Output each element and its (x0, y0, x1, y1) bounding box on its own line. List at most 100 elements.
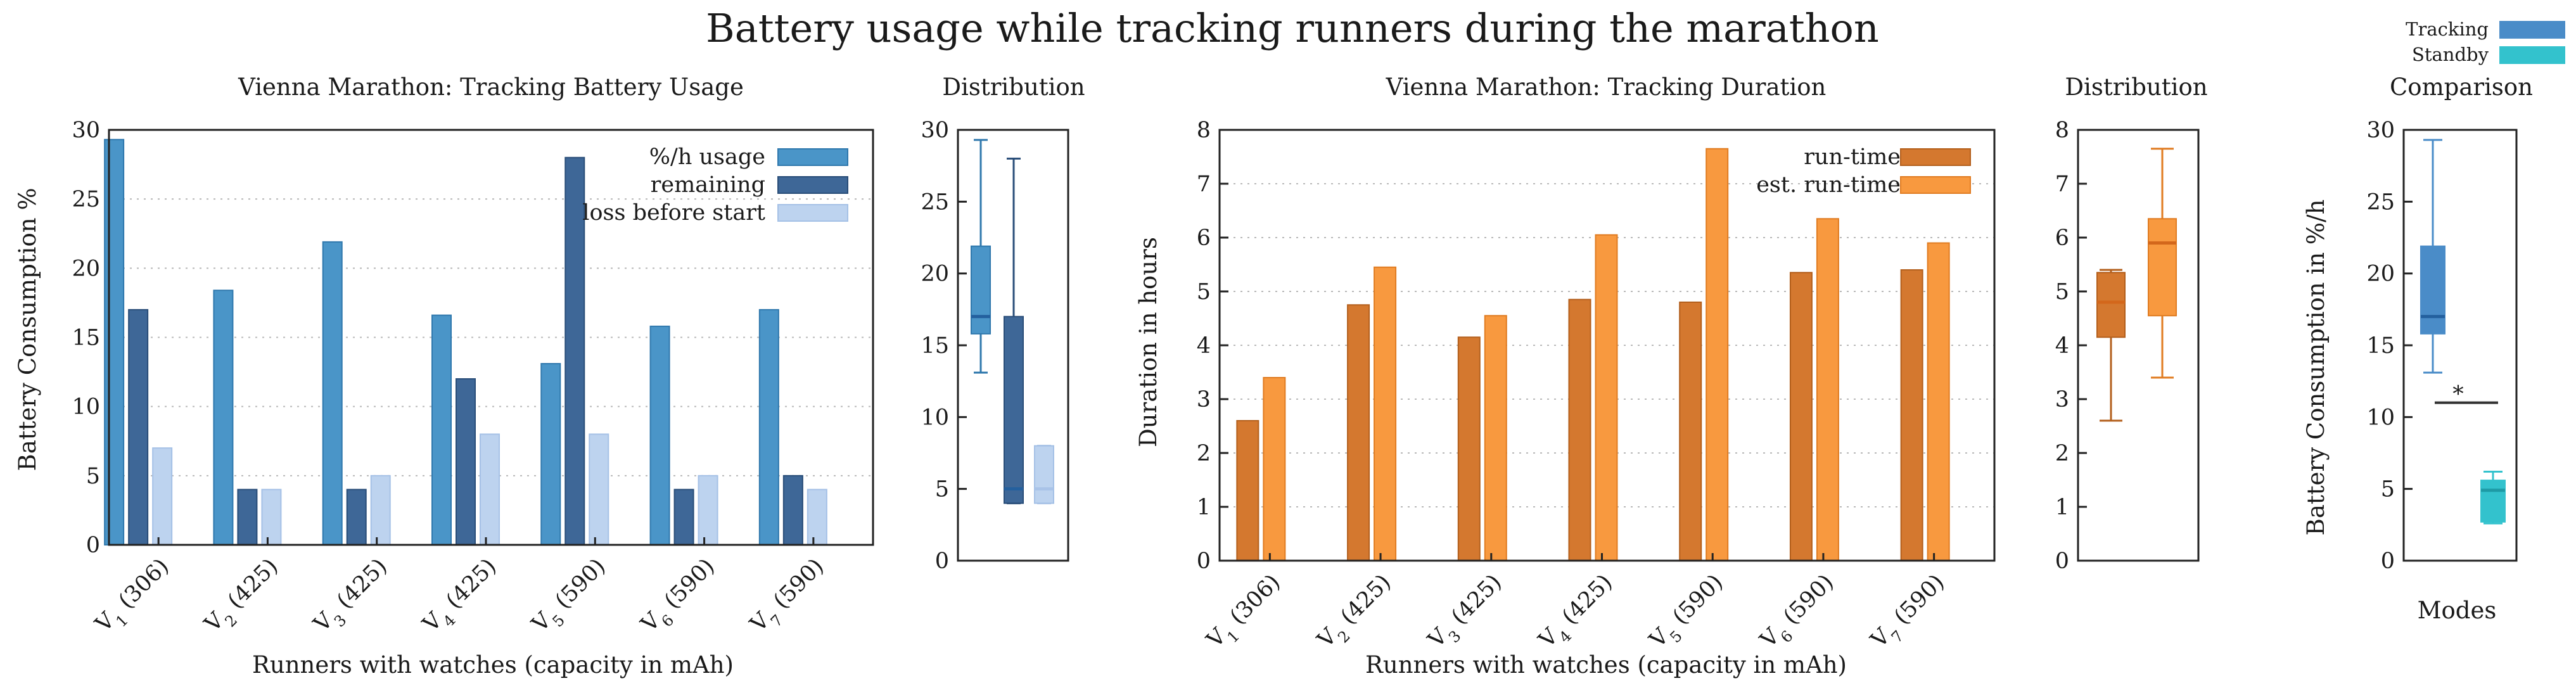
bar (564, 156, 585, 545)
y-tick-label: 5 (2381, 477, 2395, 502)
x-tick-label: V4 (425) (418, 554, 506, 642)
y-tick-label: 2 (2055, 441, 2069, 466)
duration-distribution-plot: 0 1 2 3 4 5 6 7 8 (2055, 118, 2200, 574)
battery-usage-title: Vienna Marathon: Tracking Battery Usage (238, 73, 744, 101)
bar (431, 314, 452, 545)
main-title: Battery usage while tracking runners dur… (706, 5, 1879, 51)
x-tick-label: V4 (425) (1534, 570, 1623, 658)
bar (480, 433, 500, 545)
y-tick-label: 0 (86, 533, 100, 558)
bar (456, 378, 476, 545)
x-tick-label: V3 (425) (309, 554, 397, 642)
y-tick-label: 10 (2366, 405, 2395, 430)
bar (540, 362, 561, 545)
significance-star: * (2452, 382, 2464, 407)
x-tick-label: V5 (590) (1644, 570, 1733, 658)
x-tick-label: V5 (590) (527, 554, 616, 642)
bar (673, 488, 694, 546)
bar (1568, 298, 1591, 561)
duration-panel: Vienna Marathon: Tracking Duration 0 1 2 3 4… (1135, 73, 1996, 679)
y-tick-label: 30 (921, 118, 949, 143)
y-tick-label: 0 (2381, 549, 2395, 574)
bar (1484, 315, 1507, 561)
x-tick-label: V6 (590) (636, 554, 725, 642)
bar (1347, 304, 1370, 561)
legend-swatch (777, 148, 848, 166)
y-tick-label: 5 (1197, 279, 1211, 305)
x-tick-label: V2 (425) (1312, 570, 1401, 658)
plot-frame (1218, 129, 1996, 562)
battery-distribution-plot: 0 5 10 15 20 25 30 (921, 118, 1069, 574)
box-body (2420, 245, 2445, 335)
y-tick-label: 4 (2055, 333, 2069, 359)
bar (104, 139, 125, 546)
y-tick-label: 25 (921, 189, 949, 215)
y-tick-label: 1 (2055, 495, 2069, 520)
legend-label: %/h usage (649, 144, 765, 170)
x-tick-label: V6 (590) (1755, 570, 1844, 658)
bar (128, 309, 149, 545)
duration-title: Vienna Marathon: Tracking Duration (1386, 73, 1827, 101)
battery-usage-ylabel: Battery Consumption % (14, 188, 41, 471)
x-tick-label: V3 (425) (1423, 570, 1512, 658)
bar (589, 433, 609, 545)
bar (1679, 302, 1702, 561)
box-body (2480, 480, 2506, 523)
bar (649, 326, 670, 545)
y-tick-label: 5 (86, 464, 100, 489)
legend-swatch (1900, 148, 1971, 166)
legend-label: Standby (2412, 44, 2489, 65)
bar (346, 488, 367, 546)
bar (1595, 234, 1618, 561)
y-tick-label: 20 (2366, 262, 2395, 287)
y-tick-label: 6 (1197, 226, 1211, 251)
duration-distribution-title: Distribution (2065, 73, 2207, 101)
x-tick-label: V1 (306) (1202, 570, 1291, 658)
y-tick-label: 1 (1197, 495, 1211, 520)
bar (1789, 272, 1813, 561)
bar (322, 241, 343, 545)
box-body (2096, 272, 2126, 338)
bar (1900, 269, 1923, 561)
x-tick-label: V2 (425) (200, 554, 288, 642)
battery-usage-panel: Vienna Marathon: Tracking Battery Usage … (14, 73, 874, 679)
duration-xlabel: Runners with watches (capacity in mAh) (1365, 651, 1847, 679)
bar (782, 475, 803, 545)
plot-frame (2402, 129, 2518, 562)
bar (213, 290, 234, 545)
bar (261, 488, 282, 546)
y-tick-label: 2 (1197, 441, 1211, 466)
bar (1927, 242, 1950, 561)
y-tick-label: 0 (935, 549, 949, 574)
x-tick-label: V7 (590) (745, 554, 834, 642)
battery-distribution-title: Distribution (942, 73, 1085, 101)
y-tick-label: 0 (2055, 549, 2069, 574)
y-tick-label: 30 (2366, 118, 2395, 143)
box-body (2148, 218, 2177, 317)
bar (1263, 377, 1286, 561)
comparison-xlabel: Modes (2418, 597, 2497, 624)
bar (807, 488, 827, 546)
bar (698, 475, 718, 545)
y-tick-label: 10 (921, 405, 949, 430)
y-tick-label: 4 (1197, 333, 1211, 359)
legend-label: Tracking (2406, 18, 2489, 40)
y-tick-label: 15 (921, 333, 949, 359)
y-tick-label: 10 (72, 395, 100, 420)
legend-swatch (1900, 176, 1971, 194)
x-tick-label: V1 (306) (90, 554, 179, 642)
legend-label: remaining (651, 172, 765, 198)
x-tick-label: V7 (590) (1866, 570, 1954, 658)
bar (1374, 266, 1397, 561)
legend-label: run-time (1804, 144, 1901, 170)
box-body (1004, 316, 1024, 504)
bar (1236, 420, 1259, 561)
legend-swatch (2499, 46, 2565, 64)
y-tick-label: 7 (1197, 172, 1211, 197)
comparison-ylabel: Battery Consumption in %/h (2302, 200, 2330, 536)
y-tick-label: 5 (2055, 279, 2069, 305)
bar (237, 488, 258, 546)
y-tick-label: 30 (72, 118, 100, 143)
plot-frame (2077, 129, 2200, 562)
y-tick-label: 3 (2055, 387, 2069, 412)
